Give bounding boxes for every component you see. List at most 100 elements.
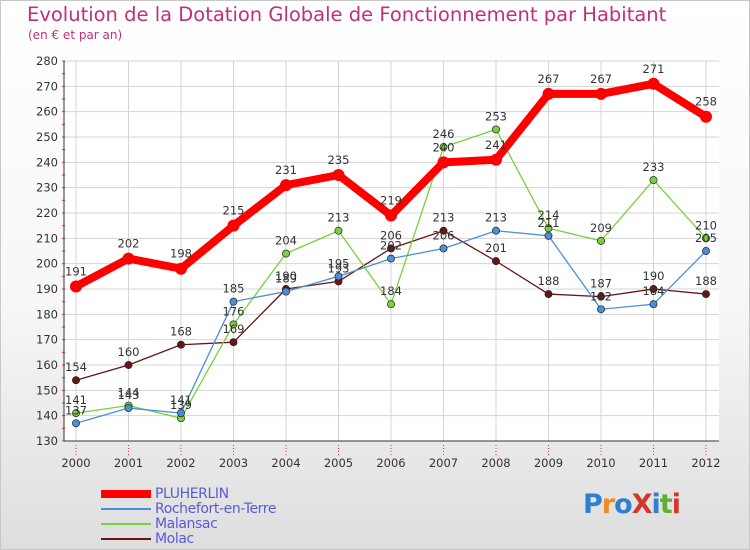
data-label-rochefort-en-terre: 137 <box>65 403 87 417</box>
data-label-molac: 213 <box>433 211 455 225</box>
y-tick-label: 150 <box>36 383 58 397</box>
data-point-malansac <box>492 125 500 134</box>
data-label-molac: 160 <box>118 345 140 359</box>
legend: PLUHERLIN Rochefort-en-Terre Malansac Molac <box>101 486 277 547</box>
data-point-rochefort-en-terre <box>334 272 343 281</box>
data-label-rochefort-en-terre: 211 <box>538 216 560 230</box>
y-tick-label: 230 <box>36 181 58 195</box>
data-point-pluherlin <box>595 87 607 100</box>
data-label-molac: 193 <box>328 261 350 275</box>
data-label-rochefort-en-terre: 213 <box>485 211 507 225</box>
y-tick-label: 160 <box>36 358 58 372</box>
data-label-molac: 168 <box>170 325 192 339</box>
data-point-molac <box>177 340 185 349</box>
legend-swatch <box>101 537 151 540</box>
legend-label: Rochefort-en-Terre <box>155 500 277 517</box>
data-point-rochefort-en-terre <box>229 297 238 306</box>
data-point-rochefort-en-terre <box>72 419 80 428</box>
proxiti-logo: ProXiti <box>583 489 681 520</box>
data-label-pluherlin: 202 <box>118 237 140 251</box>
data-point-rochefort-en-terre <box>177 409 185 418</box>
legend-label: Malansac <box>155 515 218 532</box>
data-point-pluherlin <box>385 209 397 222</box>
data-point-rochefort-en-terre <box>387 254 395 263</box>
data-label-molac: 206 <box>380 228 402 242</box>
data-label-molac: 188 <box>695 274 717 288</box>
data-label-molac: 187 <box>590 277 612 291</box>
data-point-molac <box>544 290 553 299</box>
x-tick-label: 2012 <box>691 456 720 470</box>
data-point-malansac <box>649 176 658 185</box>
data-label-malansac: 233 <box>643 160 665 174</box>
y-tick-label: 180 <box>36 307 58 321</box>
data-label-pluherlin: 198 <box>170 247 192 261</box>
data-label-pluherlin: 267 <box>538 72 560 86</box>
x-tick-label: 2001 <box>114 456 143 470</box>
data-point-rochefort-en-terre <box>544 231 553 240</box>
data-point-rochefort-en-terre <box>649 300 658 309</box>
data-label-pluherlin: 240 <box>433 140 455 154</box>
data-point-rochefort-en-terre <box>702 247 710 255</box>
data-label-rochefort-en-terre: 185 <box>223 282 245 296</box>
y-tick-label: 250 <box>36 130 58 144</box>
data-label-rochefort-en-terre: 141 <box>170 393 192 407</box>
data-point-malansac <box>439 143 448 152</box>
x-tick-label: 2007 <box>429 456 458 470</box>
data-point-molac <box>439 226 448 235</box>
x-tick-label: 2000 <box>61 456 90 470</box>
data-label-malansac: 253 <box>485 109 507 123</box>
data-point-malansac <box>387 300 395 309</box>
data-point-molac <box>124 361 133 369</box>
logo-letter: o <box>614 489 633 520</box>
data-point-malansac <box>544 224 553 233</box>
legend-item: Rochefort-en-Terre <box>101 500 277 517</box>
data-point-pluherlin <box>542 87 555 100</box>
data-point-pluherlin <box>175 262 187 275</box>
chart-subtitle: (en € et par an) <box>28 28 123 42</box>
legend-swatch <box>101 522 151 525</box>
data-point-pluherlin <box>332 169 345 181</box>
legend-item: Malansac <box>101 515 276 532</box>
data-label-malansac: 210 <box>695 218 717 232</box>
legend-swatch <box>101 489 151 498</box>
logo-letter: r <box>601 489 615 520</box>
y-tick-label: 240 <box>36 155 58 169</box>
data-label-pluherlin: 215 <box>223 204 245 218</box>
data-point-pluherlin <box>70 280 82 293</box>
y-tick-label: 170 <box>36 333 58 347</box>
y-tick-label: 200 <box>36 257 58 271</box>
data-point-pluherlin <box>437 156 450 169</box>
data-point-molac <box>649 285 658 293</box>
x-tick-label: 2004 <box>271 456 300 470</box>
legend-item: PLUHERLIN <box>101 486 276 502</box>
data-label-malansac: 184 <box>380 284 402 298</box>
data-point-pluherlin <box>700 110 712 123</box>
data-label-malansac: 209 <box>590 221 612 235</box>
data-point-rochefort-en-terre <box>282 287 290 296</box>
data-label-malansac: 214 <box>538 208 560 222</box>
x-tick-label: 2005 <box>324 456 353 470</box>
data-point-rochefort-en-terre <box>439 244 448 253</box>
data-point-pluherlin <box>490 153 502 166</box>
logo-letter: t <box>659 489 673 520</box>
data-point-malansac <box>334 226 343 235</box>
data-label-malansac: 246 <box>433 127 455 141</box>
data-label-malansac: 139 <box>170 398 192 412</box>
logo-letter: i <box>671 489 681 520</box>
data-label-rochefort-en-terre: 182 <box>590 289 612 303</box>
data-label-malansac: 204 <box>275 234 297 248</box>
data-point-malansac <box>282 249 290 258</box>
data-point-molac <box>387 244 395 253</box>
legend-swatch <box>101 507 151 510</box>
data-label-rochefort-en-terre: 195 <box>328 256 350 270</box>
y-tick-label: 190 <box>36 282 58 296</box>
chart-title: Evolution de la Dotation Globale de Fonc… <box>27 3 667 26</box>
data-label-pluherlin: 235 <box>328 153 350 167</box>
data-label-molac: 190 <box>643 269 665 283</box>
data-point-pluherlin <box>280 179 292 192</box>
logo-letter: i <box>651 489 661 520</box>
x-tick-label: 2003 <box>219 456 248 470</box>
data-point-malansac <box>229 320 238 329</box>
data-point-molac <box>492 257 500 266</box>
